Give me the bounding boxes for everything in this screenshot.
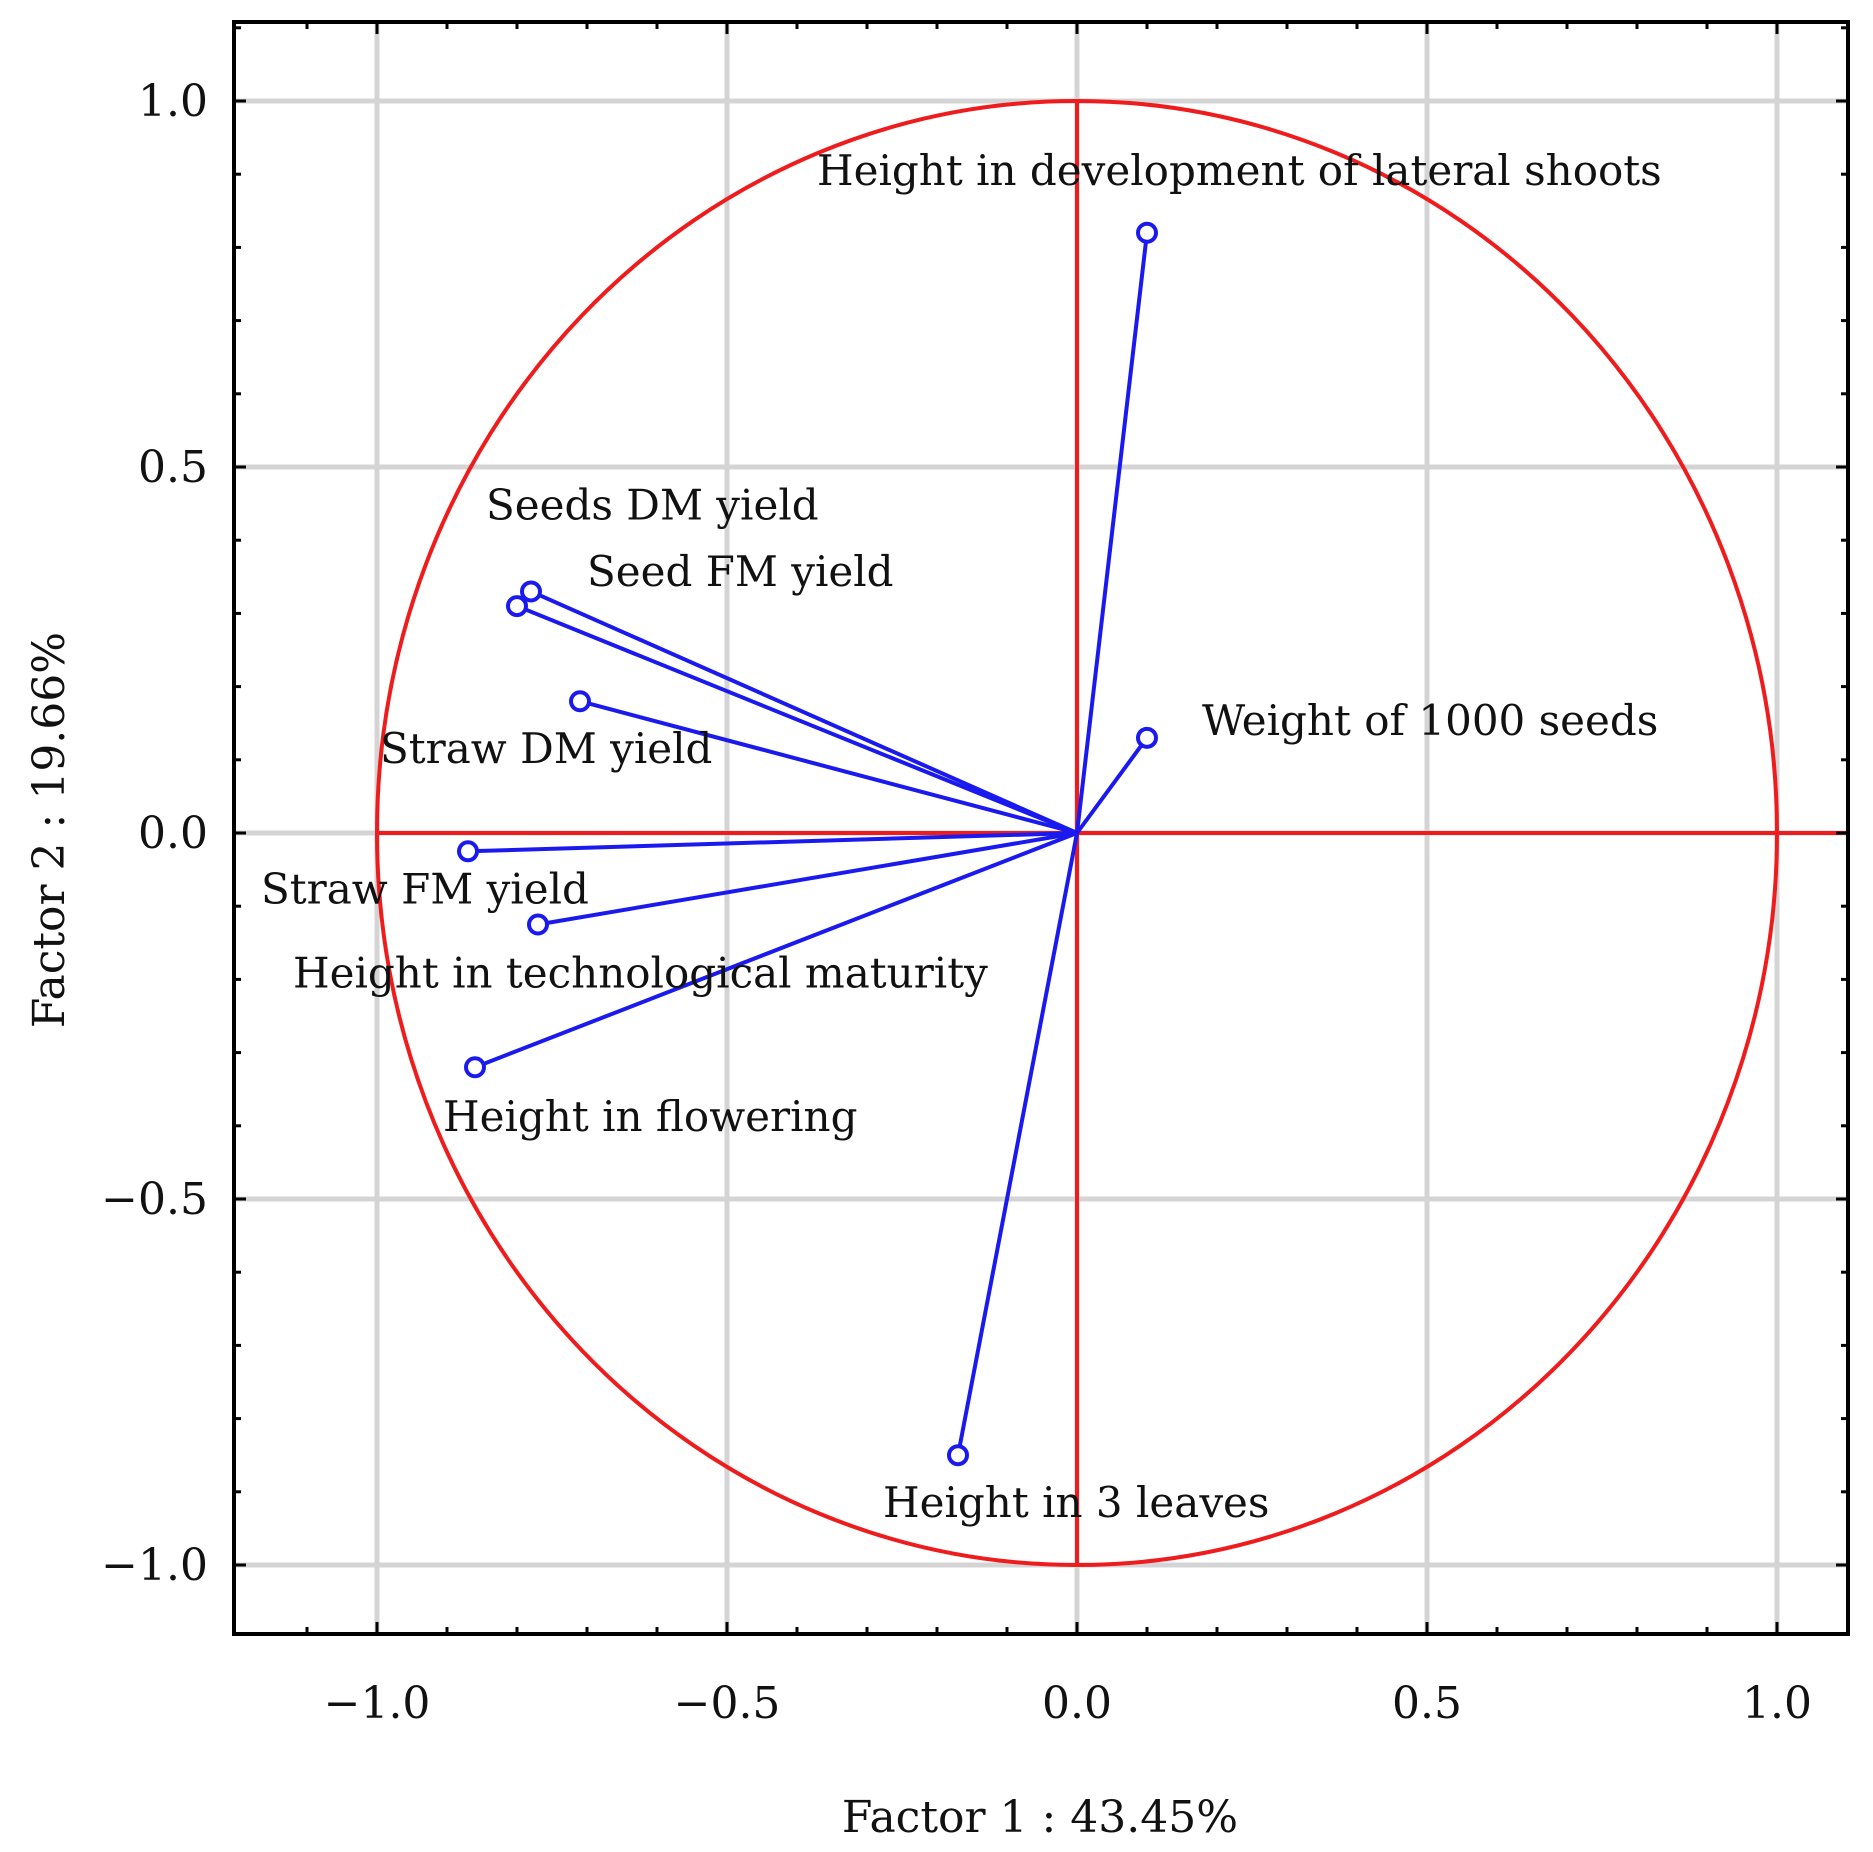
variable-label: Height in flowering [443, 1092, 857, 1141]
variable-label: Straw DM yield [380, 724, 712, 773]
loading-point [464, 1056, 486, 1079]
loading-point [1136, 221, 1158, 244]
loading-point [947, 1444, 969, 1467]
variable-label: Height in technological maturity [293, 949, 988, 998]
loading-vector [467, 831, 1078, 854]
y-axis-title: Factor 2 : 19.66% [24, 632, 75, 1028]
y-tick-label: 0.0 [138, 808, 208, 859]
loading-vector [530, 589, 1078, 835]
loading-vector [579, 699, 1078, 835]
loading-point [457, 840, 479, 863]
loading-point [520, 580, 542, 603]
loading-vector [1075, 232, 1149, 834]
variable-label: Height in development of lateral shoots [817, 146, 1662, 195]
variable-label: Weight of 1000 seeds [1202, 696, 1658, 745]
variable-label: Seed FM yield [587, 547, 894, 596]
x-tick-label: 1.0 [1742, 1678, 1812, 1729]
variable-label: Straw FM yield [261, 864, 589, 913]
x-tick-label: −0.5 [674, 1678, 781, 1729]
loading-point [506, 595, 528, 618]
loading-vector [956, 832, 1079, 1456]
y-tick-label: 1.0 [138, 76, 208, 127]
loading-vector [537, 831, 1078, 927]
loading-point [527, 913, 549, 936]
variable-label: Seeds DM yield [486, 480, 819, 529]
loading-point [1136, 726, 1158, 749]
x-tick-label: −1.0 [324, 1678, 431, 1729]
loading-vector [474, 831, 1078, 1070]
axis-ticks: −1.0 −0.5 0.0 0.5 1.0 1.0 0.5 0.0 −0.5 −1.0 [101, 22, 1848, 1729]
variable-labels: Height in development of lateral shoots S… [261, 146, 1662, 1527]
loading-vector [1075, 736, 1149, 835]
x-tick-label: 0.5 [1392, 1678, 1462, 1729]
plot-frame-border [232, 20, 1850, 1636]
x-tick-label: 0.0 [1042, 1678, 1112, 1729]
x-axis-title: Factor 1 : 43.45% [842, 1792, 1238, 1843]
variable-label: Height in 3 leaves [883, 1478, 1269, 1527]
plot-frame [232, 20, 1850, 1636]
y-tick-label: −0.5 [101, 1174, 208, 1225]
loading-vectors [457, 221, 1158, 1467]
y-tick-label: −1.0 [101, 1540, 208, 1591]
y-tick-label: 0.5 [138, 442, 208, 493]
loading-vector [516, 604, 1078, 835]
loading-point [569, 690, 591, 713]
